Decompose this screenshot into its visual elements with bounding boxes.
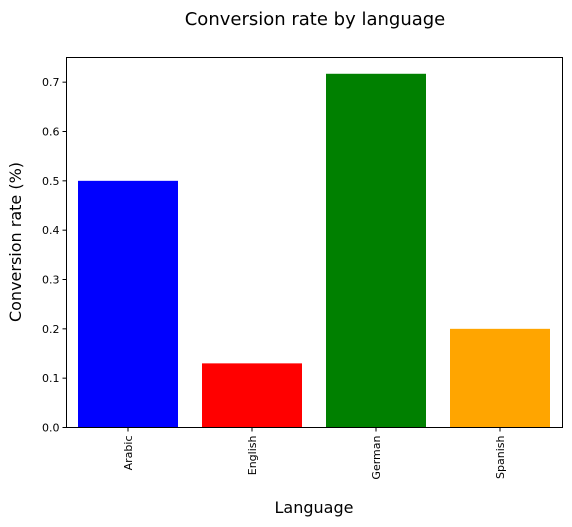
- bars-group: [78, 73, 550, 428]
- x-tick-label: German: [370, 435, 383, 479]
- bar-arabic: [78, 180, 178, 428]
- y-tick-label: 0.1: [42, 372, 60, 385]
- y-tick-label: 0.2: [42, 323, 60, 336]
- x-axis-label: Language: [275, 498, 354, 517]
- y-tick-label: 0.5: [42, 175, 60, 188]
- x-tick-label: English: [246, 435, 259, 475]
- y-axis-ticks: 0.0 0.1 0.2 0.3 0.4 0.5 0.6 0.7: [42, 76, 67, 435]
- bar-english: [202, 363, 302, 428]
- y-tick-label: 0.7: [42, 76, 60, 89]
- x-axis-ticks: Arabic English German Spanish: [122, 427, 507, 480]
- x-tick-label: Spanish: [494, 435, 507, 478]
- y-tick-label: 0.3: [42, 274, 60, 287]
- y-tick-label: 0.6: [42, 126, 60, 139]
- x-tick-label: Arabic: [122, 436, 135, 471]
- plot-frame: [66, 57, 563, 428]
- y-tick-label: 0.0: [42, 422, 60, 435]
- y-axis-label: Conversion rate (%): [6, 162, 25, 322]
- bar-spanish: [450, 328, 550, 428]
- bar-german: [326, 73, 426, 428]
- chart-title: Conversion rate by language: [185, 9, 446, 30]
- y-tick-label: 0.4: [42, 224, 60, 237]
